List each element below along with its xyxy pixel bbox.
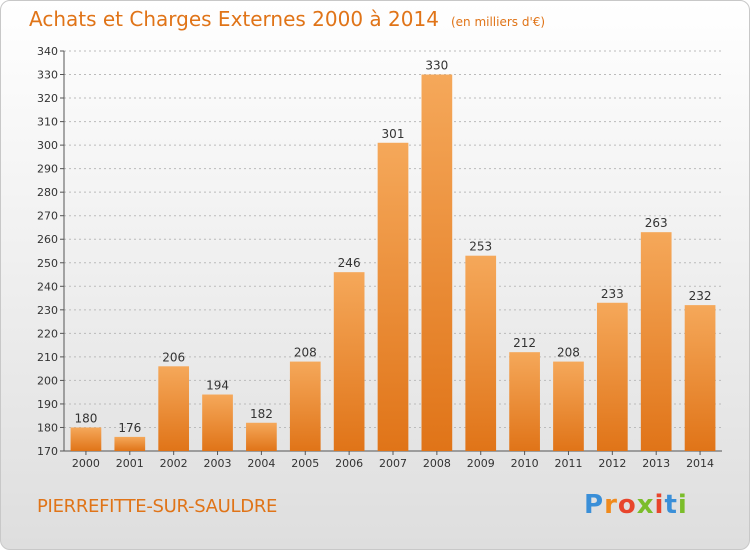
city-name: PIERREFITTE-SUR-SAULDRE [37, 496, 278, 517]
bar [465, 255, 497, 451]
x-tick-label: 2008 [423, 457, 451, 470]
logo-letter: t [664, 490, 678, 520]
y-tick-label: 270 [37, 210, 58, 223]
x-tick-label: 2005 [291, 457, 319, 470]
bar [509, 352, 540, 451]
data-label: 233 [601, 287, 624, 301]
logo-letter: i [654, 490, 665, 520]
x-tick-label: 2010 [511, 457, 539, 470]
y-tick-label: 230 [37, 304, 58, 317]
bar [421, 74, 453, 451]
bar [553, 361, 584, 451]
x-tick-label: 2007 [379, 457, 407, 470]
data-label: 232 [689, 289, 712, 303]
data-label: 182 [250, 407, 273, 421]
x-tick-label: 2000 [72, 457, 100, 470]
data-label: 176 [118, 421, 141, 435]
x-tick-label: 2003 [204, 457, 232, 470]
bar [114, 436, 146, 451]
data-label: 301 [382, 127, 405, 141]
bar [684, 305, 716, 451]
bar [158, 366, 190, 451]
y-tick-label: 220 [37, 327, 58, 340]
logo-letter: P [584, 490, 605, 520]
y-tick-label: 190 [37, 398, 58, 411]
chart-title: Achats et Charges Externes 2000 à 2014 [29, 7, 439, 31]
y-tick-label: 240 [37, 280, 58, 293]
logo-letter: o [617, 490, 637, 520]
bar [202, 394, 233, 451]
y-tick-label: 330 [37, 69, 58, 82]
x-tick-label: 2001 [116, 457, 144, 470]
y-tick-label: 300 [37, 139, 58, 152]
bar [640, 232, 672, 451]
bar [70, 427, 102, 451]
y-tick-label: 210 [37, 351, 58, 364]
y-tick-label: 250 [37, 257, 58, 270]
chart-unit: (en milliers d'€) [450, 15, 546, 29]
y-tick-label: 340 [37, 45, 58, 58]
x-tick-label: 2006 [335, 457, 363, 470]
x-tick-label: 2014 [686, 457, 714, 470]
logo-letter: x [636, 490, 655, 520]
proxiti-logo: Proxiti [584, 490, 688, 520]
data-label: 246 [338, 256, 361, 270]
data-label: 263 [645, 216, 668, 230]
y-tick-label: 260 [37, 233, 58, 246]
data-label: 208 [294, 346, 317, 360]
y-tick-label: 170 [37, 445, 58, 458]
x-tick-label: 2004 [247, 457, 275, 470]
bar [289, 361, 321, 451]
data-label: 194 [206, 379, 229, 393]
x-tick-label: 2002 [160, 457, 188, 470]
y-tick-label: 310 [37, 116, 58, 129]
x-tick-label: 2012 [598, 457, 626, 470]
y-tick-label: 320 [37, 92, 58, 105]
logo-letter: r [604, 490, 618, 520]
data-label: 253 [469, 240, 492, 254]
bar [377, 142, 409, 451]
data-label: 208 [557, 346, 580, 360]
bar [246, 422, 277, 451]
x-tick-label: 2011 [554, 457, 582, 470]
chart-header: Achats et Charges Externes 2000 à 2014 (… [29, 7, 545, 31]
x-tick-label: 2009 [467, 457, 495, 470]
bar [596, 302, 628, 451]
data-label: 330 [425, 59, 448, 73]
y-tick-label: 200 [37, 374, 58, 387]
bar [333, 272, 365, 451]
logo-letter: i [677, 490, 688, 520]
y-tick-label: 280 [37, 186, 58, 199]
data-label: 180 [74, 411, 97, 425]
x-tick-label: 2013 [642, 457, 670, 470]
y-tick-label: 180 [37, 421, 58, 434]
data-label: 206 [162, 350, 185, 364]
data-label: 212 [513, 336, 536, 350]
y-tick-label: 290 [37, 163, 58, 176]
